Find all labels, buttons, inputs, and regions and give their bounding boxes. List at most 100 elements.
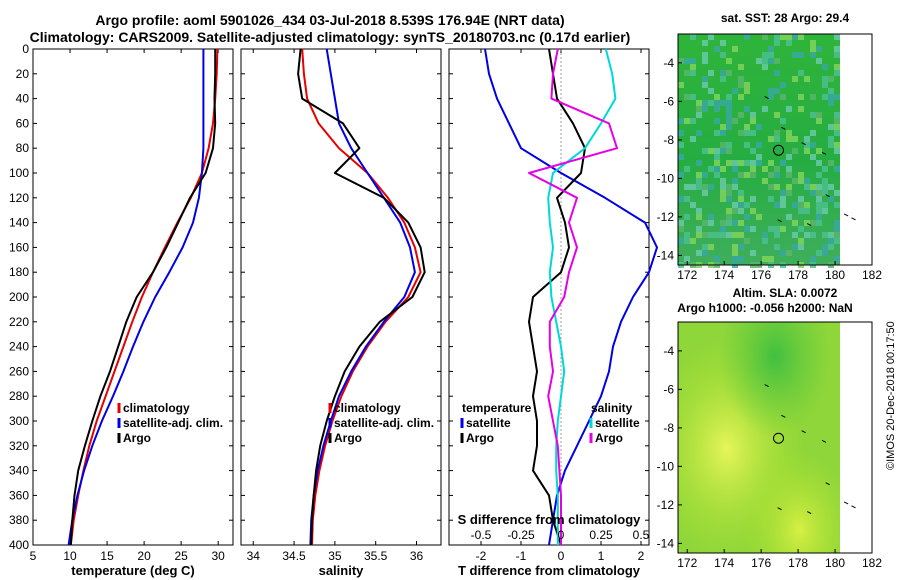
sst-pixel: [822, 232, 828, 238]
sst-pixel: [750, 160, 756, 166]
sst-pixel: [762, 166, 768, 172]
sst-pixel: [816, 160, 822, 166]
sst-pixel: [726, 232, 732, 238]
sst-pixel: [726, 112, 732, 118]
depth-tick-label: 140: [9, 216, 29, 230]
sst-pixel: [804, 148, 810, 154]
float-track-mark: [801, 142, 806, 146]
sst-pixel: [726, 196, 732, 202]
figure-title-line-2: Climatology: CARS2009. Satellite-adjuste…: [29, 29, 631, 45]
depth-tick-label: 120: [9, 191, 29, 205]
sst-pixel: [678, 154, 684, 160]
sst-pixel: [690, 136, 696, 142]
salinity-series-satellite: [309, 48, 416, 546]
sst-pixel: [720, 130, 726, 136]
sst-pixel: [714, 172, 720, 178]
sst-pixel: [780, 196, 786, 202]
sst-pixel: [738, 196, 744, 202]
sst-pixel: [702, 250, 708, 256]
sst-pixel: [702, 244, 708, 250]
sst-pixel: [816, 112, 822, 118]
sst-pixel: [762, 34, 768, 40]
sst-pixel: [822, 190, 828, 196]
sst-pixel: [732, 250, 738, 256]
sst-pixel: [684, 214, 690, 220]
sst-pixel: [828, 94, 834, 100]
sst-pixel: [720, 166, 726, 172]
sst-pixel: [684, 238, 690, 244]
sst-pixel: [678, 226, 684, 232]
sst-pixel: [822, 166, 828, 172]
sst-pixel: [762, 58, 768, 64]
sst-pixel: [834, 94, 840, 100]
depth-tick-label: 100: [9, 166, 29, 180]
float-track-mark: [777, 507, 782, 511]
sst-pixel: [774, 70, 780, 76]
sst-pixel: [726, 148, 732, 154]
sst-pixel: [798, 238, 804, 244]
sst-pixel: [684, 58, 690, 64]
float-track-mark: [825, 482, 830, 486]
sst-pixel: [726, 142, 732, 148]
sst-pixel: [780, 190, 786, 196]
sst-pixel: [738, 130, 744, 136]
sst-pixel: [786, 40, 792, 46]
sst-pixel: [678, 58, 684, 64]
sst-pixel: [678, 130, 684, 136]
sst-pixel: [690, 70, 696, 76]
sst-pixel: [762, 238, 768, 244]
temperature-xtick-label: 30: [212, 549, 226, 563]
differences-top-xtick-label: -0.5: [471, 528, 492, 542]
sst-pixel: [792, 52, 798, 58]
sst-pixel: [750, 118, 756, 124]
sst-pixel: [756, 160, 762, 166]
sst-pixel: [816, 148, 822, 154]
sst-pixel: [810, 46, 816, 52]
sst-pixel: [780, 250, 786, 256]
sst-pixel: [804, 184, 810, 190]
sst-pixel: [684, 70, 690, 76]
sst-pixel: [696, 214, 702, 220]
sst-pixel: [732, 184, 738, 190]
sst-pixel: [744, 142, 750, 148]
sst-pixel: [804, 142, 810, 148]
sst-pixel: [708, 70, 714, 76]
sst-pixel: [792, 76, 798, 82]
differences-series-s-satellite: [547, 48, 617, 545]
sla_map-ytick-label: -10: [657, 459, 675, 473]
salinity-legend-label: Argo: [334, 431, 362, 445]
sst-pixel: [798, 196, 804, 202]
depth-tick-label: 80: [16, 141, 30, 155]
sla_map-xtick-label: 178: [788, 556, 808, 570]
sst-pixel: [708, 148, 714, 154]
sst-pixel: [720, 184, 726, 190]
depth-tick-label: 280: [9, 389, 29, 403]
sst-pixel: [810, 40, 816, 46]
sst-pixel: [834, 46, 840, 52]
sst-pixel: [702, 58, 708, 64]
sst-pixel: [810, 232, 816, 238]
temperature-legend-label: climatology: [123, 401, 190, 415]
sst-pixel: [804, 136, 810, 142]
salinity-diff-legend-label: satellite: [595, 416, 640, 430]
sst-pixel: [702, 106, 708, 112]
sst-pixel: [834, 142, 840, 148]
sst-pixel: [786, 106, 792, 112]
sst-pixel: [768, 226, 774, 232]
differences-xtick-label: -2: [476, 549, 487, 563]
differences-top-xtick-label: 0.25: [589, 528, 613, 542]
sst-pixel: [690, 202, 696, 208]
sst-pixel: [816, 184, 822, 190]
sst-pixel: [732, 46, 738, 52]
sst-pixel: [732, 166, 738, 172]
sst-pixel: [750, 112, 756, 118]
sst-pixel: [678, 238, 684, 244]
sst-pixel: [816, 208, 822, 214]
sst-pixel: [702, 172, 708, 178]
temperature-xtick-label: 20: [137, 549, 151, 563]
sst-pixel: [768, 52, 774, 58]
sst-pixel: [834, 52, 840, 58]
sst-pixel: [768, 172, 774, 178]
sst-pixel: [774, 232, 780, 238]
sla_map-xtick-label: 176: [751, 556, 771, 570]
